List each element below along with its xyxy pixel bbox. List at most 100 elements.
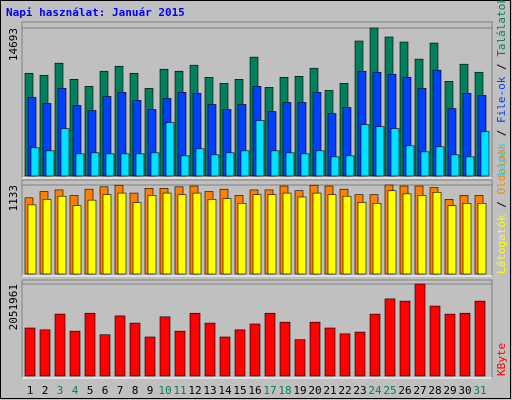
bar xyxy=(180,155,190,177)
bar xyxy=(240,150,250,177)
x-tick-label: 3 xyxy=(57,384,64,397)
bar xyxy=(42,199,52,275)
y-tick-label: 14693 xyxy=(7,28,20,61)
y-tick-label: 1133 xyxy=(7,185,20,212)
x-tick-label: 16 xyxy=(248,384,261,397)
bar xyxy=(114,315,126,377)
bar xyxy=(312,192,322,275)
x-tick-label: 25 xyxy=(383,384,396,397)
bar xyxy=(174,330,186,377)
x-tick-label: 27 xyxy=(413,384,426,397)
bar xyxy=(129,322,141,377)
x-tick-label: 15 xyxy=(233,384,246,397)
bar xyxy=(429,305,441,377)
bar xyxy=(345,155,355,177)
legend-separator: / xyxy=(495,57,508,77)
bar xyxy=(357,202,367,275)
bar xyxy=(45,150,55,177)
x-tick-label: 10 xyxy=(158,384,171,397)
bar xyxy=(225,152,235,177)
x-tick-label: 26 xyxy=(398,384,411,397)
bar xyxy=(282,192,292,275)
y-tick-label: 2051961 xyxy=(7,284,20,330)
bar xyxy=(39,329,51,377)
bar xyxy=(297,196,307,275)
bar xyxy=(120,153,130,177)
legend-entry: Lapok xyxy=(495,143,508,176)
bar xyxy=(177,194,187,275)
x-tick-label: 18 xyxy=(278,384,291,397)
bar xyxy=(222,198,232,275)
bar xyxy=(435,146,445,177)
x-tick-label: 28 xyxy=(428,384,441,397)
bar xyxy=(252,194,262,275)
legend-entry: Oldalak xyxy=(495,148,508,195)
bar xyxy=(147,195,157,275)
bar xyxy=(465,156,475,177)
bar xyxy=(210,154,220,177)
x-tick-label: 13 xyxy=(203,384,216,397)
bar xyxy=(474,300,486,377)
x-tick-label: 22 xyxy=(338,384,351,397)
bar xyxy=(249,323,261,377)
x-tick-label: 2 xyxy=(42,384,49,397)
legend-entry: KByte xyxy=(495,343,508,376)
bar xyxy=(405,145,415,177)
bar xyxy=(309,321,321,377)
bar xyxy=(102,194,112,275)
legend: KByte xyxy=(495,343,508,376)
bar xyxy=(165,122,175,177)
bar xyxy=(432,192,442,275)
bar xyxy=(207,199,217,275)
bar xyxy=(117,192,127,275)
bar xyxy=(390,128,400,177)
bar xyxy=(414,283,426,377)
x-tick-label: 31 xyxy=(473,384,486,397)
bar xyxy=(339,333,351,377)
bar xyxy=(342,195,352,275)
x-tick-label: 30 xyxy=(458,384,471,397)
bar xyxy=(105,153,115,177)
bar xyxy=(204,322,216,377)
bar xyxy=(375,126,385,177)
x-tick-label: 7 xyxy=(117,384,124,397)
bar xyxy=(354,331,366,377)
legend-entry: Látogatók xyxy=(495,214,508,274)
bar xyxy=(60,128,70,177)
x-tick-label: 12 xyxy=(188,384,201,397)
legend: Látogatók / Oldalak xyxy=(495,148,508,274)
x-tick-label: 9 xyxy=(147,384,154,397)
bar xyxy=(24,327,36,377)
bar xyxy=(270,150,280,177)
legend-entry: File-ok xyxy=(495,76,508,123)
legend-entry: Találatok xyxy=(495,0,508,57)
bar xyxy=(369,313,381,377)
bar xyxy=(159,316,171,377)
bar xyxy=(135,153,145,177)
bar xyxy=(72,205,82,275)
x-tick-label: 1 xyxy=(27,384,34,397)
bar xyxy=(447,205,457,275)
bar xyxy=(462,203,472,275)
bar xyxy=(132,202,142,275)
bar xyxy=(294,339,306,377)
bar xyxy=(264,312,276,377)
bar xyxy=(372,203,382,275)
bar xyxy=(402,193,412,275)
bar xyxy=(480,131,490,177)
bar xyxy=(75,153,85,177)
chart-title: Napi használat: Január 2015 xyxy=(6,6,185,19)
bar xyxy=(417,195,427,275)
x-tick-label: 11 xyxy=(173,384,186,397)
bar xyxy=(330,156,340,177)
bar xyxy=(255,120,265,177)
bar xyxy=(84,312,96,377)
x-tick-label: 21 xyxy=(323,384,336,397)
x-tick-label: 19 xyxy=(293,384,306,397)
bar xyxy=(267,194,277,275)
bar xyxy=(99,334,111,377)
bar xyxy=(162,192,172,275)
x-tick-label: 24 xyxy=(368,384,382,397)
x-tick-label: 6 xyxy=(102,384,109,397)
